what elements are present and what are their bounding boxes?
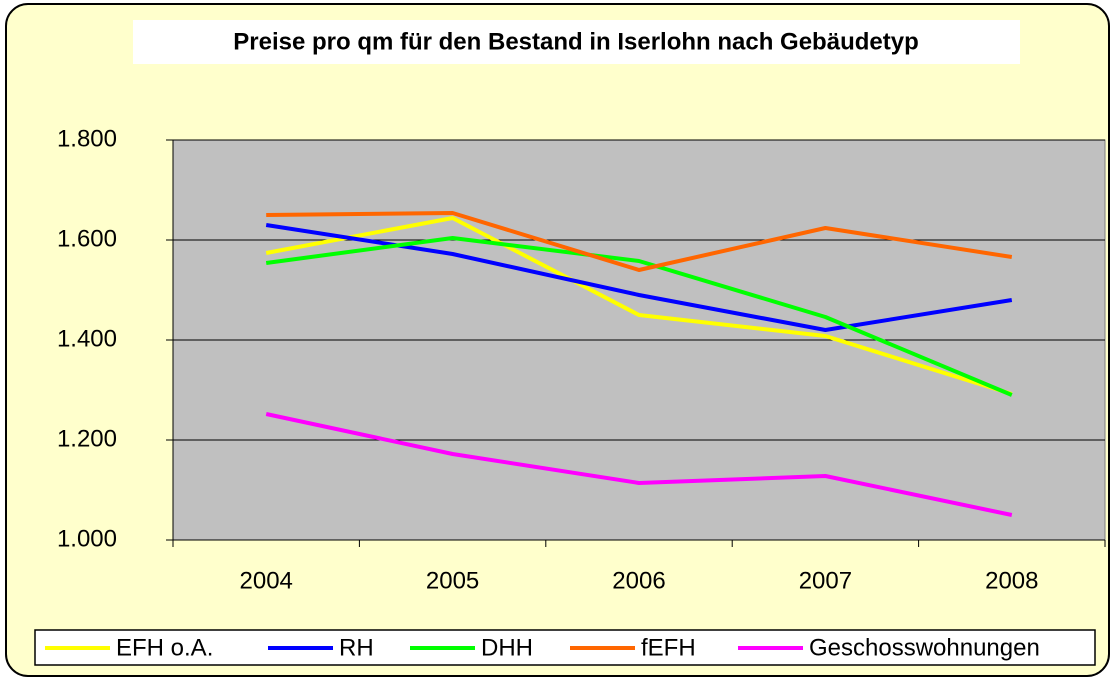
series-line [266, 211, 1013, 272]
series-line [265, 216, 1013, 396]
legend-label: RH [339, 634, 374, 661]
legend-label: DHH [481, 634, 533, 661]
y-tick-label: 1.400 [57, 325, 117, 352]
series-line [265, 412, 1013, 517]
legend-box [34, 629, 1096, 666]
x-tick-label: 2005 [426, 567, 479, 594]
y-tick-label: 1.600 [57, 225, 117, 252]
y-tick-label: 1.000 [57, 525, 117, 552]
legend-label: fEFH [641, 634, 696, 661]
legend-label: EFH o.A. [116, 634, 213, 661]
x-tick-label: 2004 [240, 567, 293, 594]
title-box [133, 20, 1020, 64]
chart-title: Preise pro qm für den Bestand in Iserloh… [233, 28, 918, 55]
x-tick-label: 2007 [799, 567, 852, 594]
series-line [265, 236, 1013, 397]
legend-label: Geschosswohnungen [809, 634, 1040, 661]
x-tick-label: 2006 [612, 567, 665, 594]
y-tick-label: 1.200 [57, 425, 117, 452]
y-tick-label: 1.800 [57, 125, 117, 152]
x-tick-label: 2008 [985, 567, 1038, 594]
